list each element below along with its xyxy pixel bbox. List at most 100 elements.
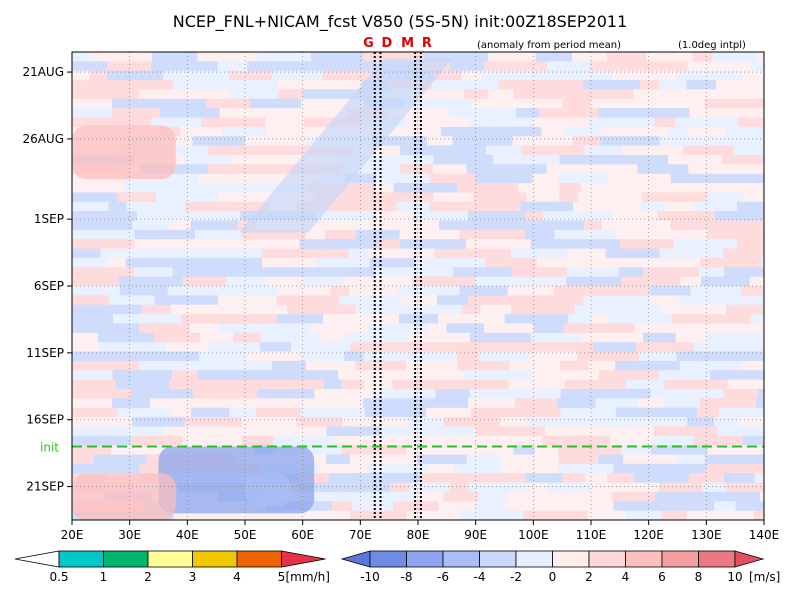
anomaly-cell	[154, 295, 219, 306]
anomaly-cell	[217, 192, 286, 203]
anomaly-cell	[725, 304, 745, 315]
anomaly-cell	[241, 417, 297, 427]
anomaly-cell	[535, 267, 567, 277]
coast-markers	[373, 52, 422, 520]
anomaly-cell	[531, 370, 599, 380]
anomaly-cell	[185, 201, 226, 212]
anomaly-cell	[257, 52, 312, 62]
anomaly-cell	[536, 70, 560, 81]
anomaly-cell	[749, 276, 764, 287]
wind-legend-label: 2	[585, 570, 593, 584]
anomaly-cell	[525, 473, 563, 483]
anomaly-cell	[326, 454, 351, 465]
wind-legend-swatch	[479, 550, 517, 568]
anomaly-cell	[208, 314, 277, 324]
wind-legend-swatch	[661, 550, 699, 568]
anomaly-cell	[718, 407, 764, 418]
anomaly-cell	[651, 126, 669, 137]
anomaly-cell	[262, 257, 317, 268]
anomaly-cell	[367, 463, 428, 474]
wind-legend-label: 6	[658, 570, 666, 584]
anomaly-cell	[588, 360, 616, 371]
anomaly-cell	[427, 136, 453, 146]
anomaly-cell	[558, 463, 614, 474]
anomaly-cell	[201, 267, 264, 277]
anomaly-cell	[650, 389, 675, 399]
init-label: init	[40, 440, 59, 454]
anomaly-cell	[363, 52, 424, 62]
anomaly-cell	[700, 276, 750, 287]
anomaly-cell	[688, 126, 727, 137]
wind-legend-swatch	[515, 550, 553, 568]
anomaly-cell	[279, 379, 301, 390]
anomaly-cell	[319, 332, 343, 343]
anomaly-cell	[606, 257, 634, 268]
anomaly-cell	[406, 510, 460, 520]
anomaly-cell	[593, 342, 637, 352]
anomaly-cell	[285, 370, 338, 380]
anomaly-cell	[145, 314, 182, 324]
x-tick-label: 20E	[61, 528, 84, 542]
anomaly-cell	[591, 314, 610, 324]
anomaly-cell	[438, 473, 470, 483]
anomaly-cell	[547, 61, 569, 72]
anomaly-cell	[309, 61, 354, 72]
anomaly-cell	[615, 229, 642, 240]
anomaly-cell	[182, 435, 242, 446]
anomaly-cell	[91, 304, 109, 315]
anomaly-cell	[703, 351, 764, 362]
anomaly-cell	[508, 426, 545, 437]
anomaly-cell	[123, 183, 151, 193]
anomaly-cell	[546, 164, 597, 174]
anomaly-cell	[187, 89, 207, 100]
anomaly-cell	[311, 80, 362, 90]
anomaly-cell	[559, 183, 582, 193]
anomaly-cell	[406, 445, 454, 455]
x-tick-label: 100E	[518, 528, 549, 542]
anomaly-cell	[310, 323, 369, 334]
anomaly-cell	[498, 201, 521, 212]
anomaly-cell	[658, 80, 687, 90]
anomaly-cell	[89, 52, 118, 62]
anomaly-cell	[368, 323, 428, 334]
anomaly-cell	[378, 239, 401, 249]
anomaly-cell	[72, 248, 101, 259]
anomaly-cell	[661, 510, 687, 520]
anomaly-cell	[636, 342, 695, 352]
anomaly-cell	[256, 407, 301, 418]
anomaly-cell	[588, 510, 626, 520]
anomaly-cell	[524, 229, 555, 240]
anomaly-cell	[423, 145, 487, 156]
anomaly-cell	[539, 108, 599, 118]
anomaly-cell	[382, 126, 441, 137]
anomaly-cell	[686, 510, 754, 520]
anomaly-cell	[201, 117, 266, 128]
anomaly-cell	[698, 220, 752, 231]
anomaly-cell	[604, 417, 644, 427]
anomaly-cell	[399, 314, 439, 324]
anomaly-cell	[622, 145, 683, 156]
anomaly-cell	[411, 398, 469, 408]
anomaly-cell	[588, 426, 654, 437]
anomaly-cell	[564, 89, 634, 100]
anomaly-cell	[725, 482, 764, 493]
anomaly-cell	[468, 295, 517, 306]
anomaly-cell	[453, 173, 476, 184]
anomaly-cell	[457, 183, 518, 193]
anomaly-cell	[476, 426, 509, 437]
anomaly-cell	[565, 126, 601, 137]
x-tick-label: 80E	[407, 528, 430, 542]
anomaly-cell	[72, 80, 110, 90]
anomaly-cell	[440, 126, 496, 137]
anomaly-cell	[468, 211, 526, 221]
y-tick-label: 16SEP	[26, 413, 64, 427]
chart-subtitle-right: (1.0deg intpl)	[678, 40, 746, 51]
anomaly-cell	[751, 463, 764, 474]
anomaly-cell	[511, 407, 561, 418]
anomaly-cell	[671, 314, 723, 324]
anomaly-cell	[744, 304, 764, 315]
anomaly-cell	[747, 108, 764, 118]
anomaly-cell	[634, 257, 655, 268]
anomaly-cell	[675, 70, 743, 81]
